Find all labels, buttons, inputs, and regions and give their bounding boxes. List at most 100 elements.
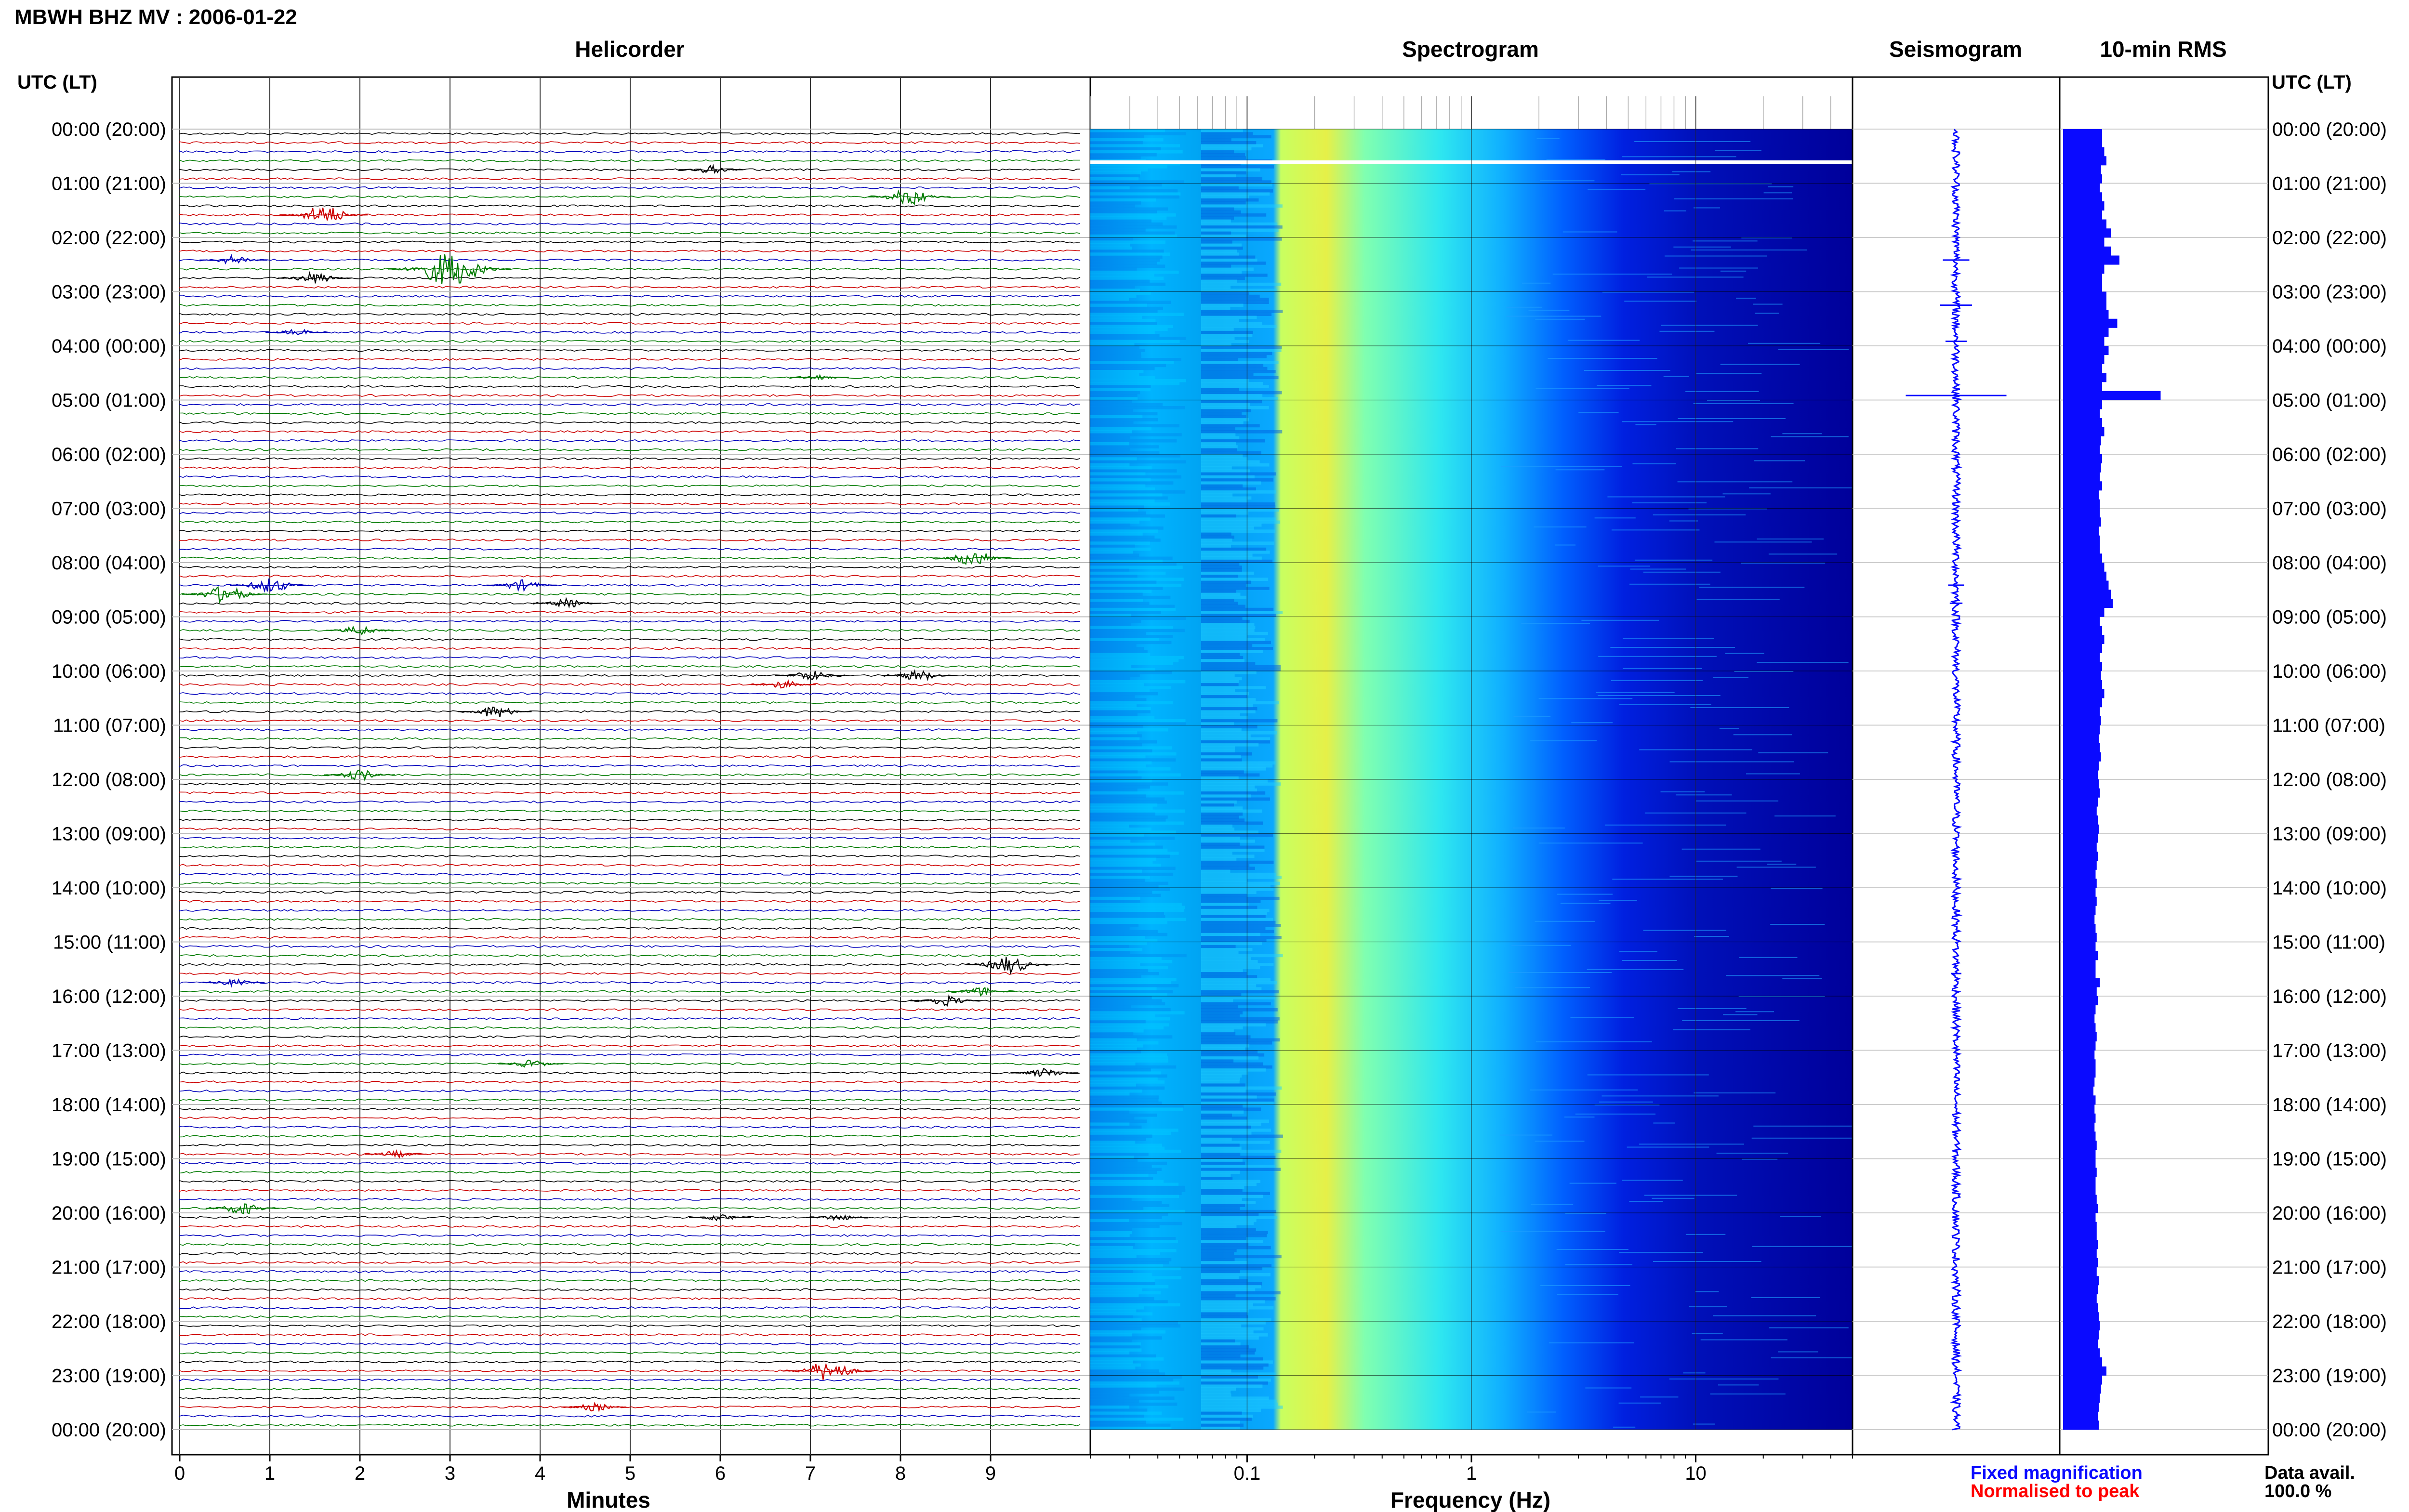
spectrogram-cell — [1201, 1336, 1259, 1340]
rms-bar — [2063, 1032, 2097, 1042]
spectrogram-cell — [1201, 225, 1283, 229]
helicorder-event — [278, 271, 352, 284]
spectrogram-streak — [1556, 1249, 1628, 1250]
spectrogram-cell — [1090, 575, 1138, 578]
spectrogram-cell — [1090, 517, 1151, 521]
spectrogram-cell — [1090, 1228, 1132, 1231]
rms-bar — [2063, 842, 2097, 852]
spectrogram-cell — [1201, 262, 1266, 265]
helicorder-trace — [179, 466, 1081, 470]
spectrogram-cell — [1201, 1180, 1261, 1183]
spectrogram-cell — [1090, 740, 1157, 744]
spectrogram-cell — [1090, 433, 1182, 436]
time-label-left: 09:00 (05:00) — [52, 607, 166, 628]
rms-bar — [2063, 879, 2097, 888]
spectrogram-cell — [1201, 373, 1254, 376]
spectrogram-streak — [1549, 1342, 1634, 1343]
spectrogram-cell — [1201, 448, 1237, 452]
spectrogram-cell — [1090, 279, 1150, 283]
spectrogram-cell — [1090, 1330, 1165, 1334]
spectrogram-cell — [1201, 514, 1236, 518]
spectrogram-cell — [1201, 707, 1257, 710]
figure-title: MBWH BHZ MV : 2006-01-22 — [14, 5, 297, 29]
utc-lt-header-right: UTC (LT) — [2272, 72, 2352, 93]
spectrogram-cell — [1090, 848, 1168, 852]
helicorder-trace — [179, 592, 1081, 596]
spectrogram-cell — [1090, 656, 1184, 659]
helicorder-trace — [179, 845, 1081, 849]
spectrogram-streak — [1676, 794, 1732, 796]
spectrogram-cell — [1201, 969, 1243, 973]
time-label-left: 19:00 (15:00) — [52, 1149, 166, 1170]
spectrogram-cell — [1201, 436, 1240, 440]
spectrogram-cell — [1201, 325, 1277, 328]
spectrogram-cell — [1090, 135, 1144, 139]
spectrogram-cell — [1201, 906, 1257, 909]
spectrogram-cell — [1090, 1381, 1179, 1385]
spectrogram-cell — [1090, 1279, 1155, 1283]
spectrogram-cell — [1201, 349, 1282, 352]
spectrogram-cell — [1201, 960, 1258, 963]
rms-bar — [2063, 797, 2098, 807]
spectrogram-cell — [1201, 282, 1282, 286]
spectrogram-cell — [1090, 665, 1132, 669]
spectrogram-cell — [1090, 463, 1130, 467]
seismogram-panel — [1852, 76, 2061, 1456]
spectrogram-streak — [1618, 1402, 1661, 1404]
spectrogram-cell — [1090, 192, 1181, 196]
spectrogram-streak — [1754, 460, 1805, 461]
spectrogram-streak — [1714, 541, 1812, 543]
helicorder-trace — [179, 1306, 1081, 1309]
spectrogram-cell — [1090, 490, 1186, 494]
rms-bar — [2063, 1158, 2096, 1168]
spectrogram-streak — [1564, 1117, 1595, 1118]
rms-bar — [2063, 635, 2105, 644]
helicorder-trace — [179, 1161, 1081, 1165]
spectrogram-cell — [1201, 1110, 1244, 1114]
time-label-right: 05:00 (01:00) — [2272, 390, 2387, 411]
spectrogram-cell — [1090, 1137, 1146, 1141]
spectrogram-cell — [1090, 255, 1163, 259]
spectrogram-cell — [1090, 1125, 1142, 1129]
spectrogram-cell — [1201, 135, 1271, 139]
spectrogram-cell — [1090, 975, 1141, 978]
spectrogram-cell — [1201, 1276, 1239, 1279]
spectrogram-cell — [1090, 1074, 1167, 1078]
spectrogram-cell — [1201, 984, 1257, 987]
spectrogram-cell — [1090, 969, 1149, 973]
helicorder-trace — [179, 963, 1081, 966]
time-label-right: 12:00 (08:00) — [2272, 769, 2387, 790]
rms-bar — [2063, 924, 2096, 933]
spectrogram-cell — [1090, 303, 1147, 307]
spectrogram-cell — [1201, 1062, 1263, 1066]
spectrogram-cell — [1201, 255, 1256, 259]
spectrogram-streak — [1629, 1201, 1663, 1202]
spectrogram-cell — [1201, 403, 1250, 407]
spectrogram-cell — [1201, 204, 1283, 208]
spectrogram-cell — [1201, 710, 1256, 713]
spectrogram-cell — [1090, 156, 1141, 159]
spectrogram-cell — [1090, 698, 1147, 701]
helicorder-trace — [179, 231, 1081, 235]
spectrogram-cell — [1090, 749, 1152, 753]
spectrogram-cell — [1090, 454, 1181, 458]
spectrogram-cell — [1201, 617, 1243, 620]
spectrogram-cell — [1090, 1249, 1177, 1252]
time-label-left: 04:00 (00:00) — [52, 336, 166, 357]
rms-bar — [2063, 237, 2105, 247]
spectrogram-cell — [1201, 1201, 1256, 1204]
spectrogram-cell — [1090, 346, 1139, 349]
spectrogram-cell — [1201, 1113, 1232, 1117]
spectrogram-streak — [1669, 520, 1698, 522]
spectrogram-streak — [1611, 529, 1700, 531]
spectrogram-cell — [1201, 1426, 1240, 1430]
spectrogram-cell — [1090, 734, 1142, 737]
helicorder-x-tick-label: 2 — [355, 1463, 365, 1484]
rms-bar — [2063, 1068, 2096, 1078]
rms-bar — [2063, 1131, 2096, 1141]
spectrogram-cell — [1201, 415, 1246, 419]
spectrogram-cell — [1090, 942, 1147, 946]
spectrogram-cell — [1201, 590, 1236, 593]
spectrogram-cell — [1201, 1378, 1271, 1382]
spectrogram-cell — [1201, 794, 1251, 798]
